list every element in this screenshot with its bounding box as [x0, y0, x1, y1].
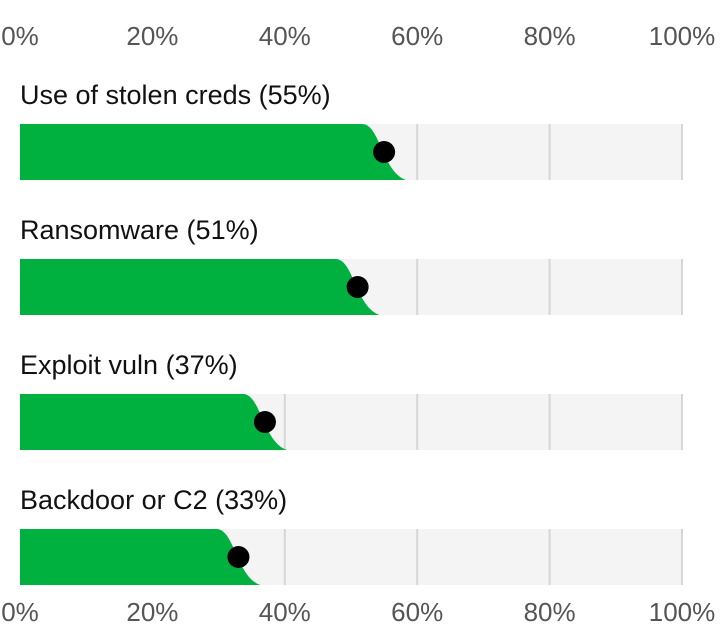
category-label: Use of stolen creds (55%) [20, 80, 331, 110]
x-tick-label: 40% [259, 21, 311, 51]
x-tick-label: 100% [649, 597, 716, 627]
x-tick-label: 0% [1, 597, 39, 627]
x-tick-label: 60% [391, 21, 443, 51]
bar [20, 394, 287, 450]
value-dot [346, 276, 369, 298]
x-tick-label: 80% [524, 597, 576, 627]
x-tick-label: 40% [259, 597, 311, 627]
x-tick-label: 80% [524, 21, 576, 51]
category-label: Exploit vuln (37%) [20, 350, 238, 380]
category-label: Backdoor or C2 (33%) [20, 485, 287, 515]
x-tick-label: 20% [126, 21, 178, 51]
value-dot [227, 546, 250, 568]
x-tick-label: 60% [391, 597, 443, 627]
x-tick-label: 100% [649, 21, 716, 51]
category-label: Ransomware (51%) [20, 215, 259, 245]
x-tick-label: 0% [1, 21, 39, 51]
bar [20, 259, 380, 315]
bar [20, 529, 261, 585]
value-dot [253, 411, 276, 433]
x-tick-label: 20% [126, 597, 178, 627]
bar [20, 124, 407, 180]
value-dot [373, 141, 396, 163]
